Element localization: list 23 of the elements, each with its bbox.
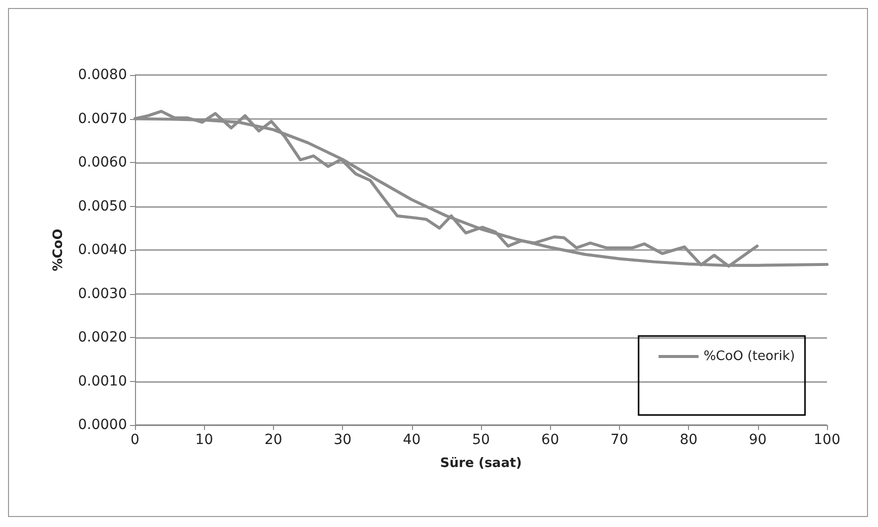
y-tick-label: 0.0040 (78, 242, 127, 258)
y-tick-label: 0.0070 (78, 110, 127, 127)
y-tick-label: 0.0080 (78, 67, 127, 83)
x-tick-label: 20 (264, 432, 282, 448)
x-tick-label: 10 (195, 432, 214, 448)
x-tick-label: 70 (610, 432, 628, 448)
y-tick-label: 0.0030 (78, 286, 127, 302)
x-tick-label: 0 (130, 432, 140, 448)
x-tick-label: 60 (541, 432, 560, 448)
y-tick-label: 0.0000 (78, 417, 127, 433)
y-tick-label: 0.0020 (78, 330, 127, 346)
y-axis-title: %CoO (51, 228, 66, 272)
x-tick-label: 40 (402, 432, 421, 448)
x-axis-title: Süre (saat) (440, 456, 522, 471)
legend-label: %CoO (teorik) (704, 349, 796, 364)
y-tick-label: 0.0050 (78, 198, 127, 214)
x-tick-label: 80 (680, 432, 698, 448)
x-tick-label: 100 (814, 432, 840, 448)
x-tick-label: 30 (334, 432, 352, 448)
y-tick-label: 0.0010 (78, 373, 127, 390)
x-tick-label: 50 (472, 432, 490, 448)
y-tick-label: 0.0060 (78, 154, 127, 170)
x-tick-label: 90 (748, 432, 767, 448)
